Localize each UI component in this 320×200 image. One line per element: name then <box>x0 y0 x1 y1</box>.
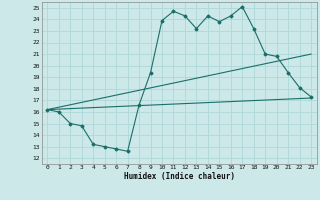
X-axis label: Humidex (Indice chaleur): Humidex (Indice chaleur) <box>124 172 235 181</box>
